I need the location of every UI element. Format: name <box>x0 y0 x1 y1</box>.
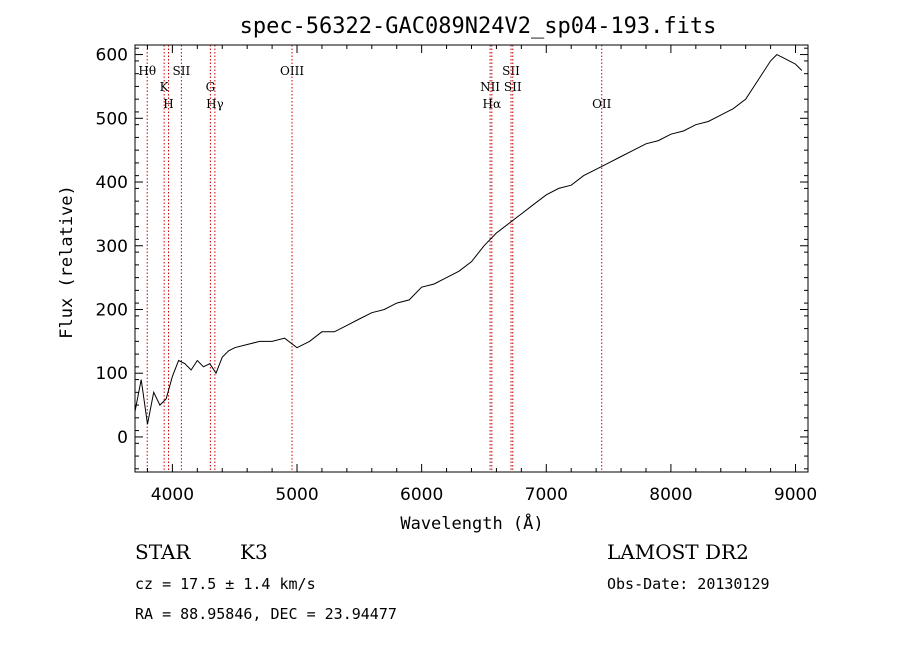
coordinates: RA = 88.95846, DEC = 23.94477 <box>135 605 397 623</box>
marker-label: Hθ <box>138 64 156 78</box>
marker-label: OIII <box>280 64 304 78</box>
marker-label: H <box>163 97 173 111</box>
axis-ticks: 4000 5000 6000 7000 8000 9000 0 100 200 300 400 500… <box>96 45 817 505</box>
marker-label: OII <box>592 97 612 111</box>
y-tick-label: 100 <box>96 364 128 384</box>
x-tick-label: 9000 <box>774 485 817 505</box>
x-tick-label: 5000 <box>275 485 318 505</box>
marker-label: Hα <box>483 97 502 111</box>
spectrum-series <box>134 53 803 425</box>
plot-frame <box>134 44 809 473</box>
x-tick-label: 7000 <box>525 485 568 505</box>
spectrum-line <box>134 53 803 425</box>
y-tick-label: 500 <box>96 109 128 129</box>
chart-title: spec-56322-GAC089N24V2_sp04-193.fits <box>240 14 717 39</box>
obs-date: Obs-Date: 20130129 <box>607 575 770 593</box>
marker-label: SII <box>504 80 522 94</box>
y-tick-label: 600 <box>96 46 128 66</box>
object-class: STAR <box>135 540 191 564</box>
x-tick-label: 8000 <box>649 485 692 505</box>
y-tick-label: 0 <box>117 428 128 448</box>
subclass: K3 <box>240 540 268 564</box>
y-tick-label: 300 <box>96 237 128 257</box>
x-axis-label: Wavelength (Å) <box>400 512 543 534</box>
y-tick-label: 400 <box>96 173 128 193</box>
marker-label: NII <box>480 80 500 94</box>
survey-name: LAMOST DR2 <box>607 540 749 564</box>
y-tick-label: 200 <box>96 300 128 320</box>
marker-label: Hγ <box>206 97 224 111</box>
y-axis-label: Flux (relative) <box>57 185 77 339</box>
marker-label: G <box>206 80 216 94</box>
x-tick-label: 6000 <box>400 485 443 505</box>
marker-label: SII <box>502 64 520 78</box>
marker-label: K <box>160 80 170 94</box>
x-tick-label: 4000 <box>151 485 194 505</box>
redshift-value: cz = 17.5 ± 1.4 km/s <box>135 575 316 593</box>
marker-label: SII <box>173 64 191 78</box>
